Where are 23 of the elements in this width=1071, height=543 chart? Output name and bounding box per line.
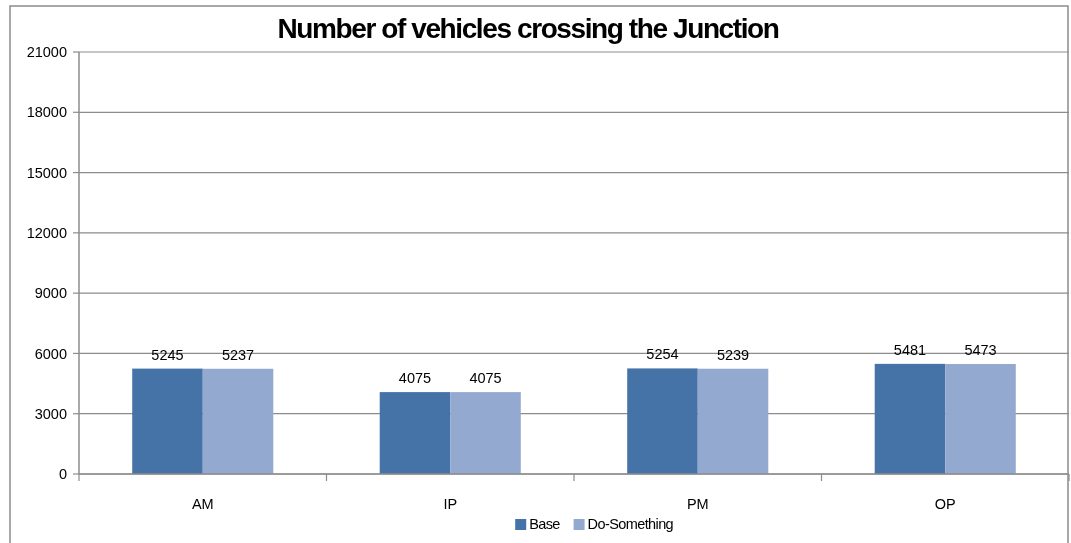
x-tick-label: PM [686,496,709,513]
legend-label: Base [529,516,561,533]
x-tick-label: OP [934,496,956,513]
x-tick-label: IP [443,496,458,513]
x-tick-label: AM [191,496,214,513]
data-label: 5237 [221,346,255,363]
legend-label: Do-Something [587,516,674,533]
y-tick-label: 21000 [26,44,67,61]
y-tick-label: 6000 [34,345,67,362]
y-tick-label: 0 [58,466,67,483]
y-tick-label: 9000 [34,285,67,302]
y-tick-label: 15000 [26,164,67,181]
data-label: 5481 [893,341,927,358]
data-label: 5245 [151,346,184,363]
data-label: 4075 [469,370,502,387]
data-label: 5473 [964,342,997,359]
data-label: 4075 [398,370,432,387]
y-tick-label: 18000 [26,104,67,121]
data-label: 5239 [716,346,750,363]
data-label: 5254 [646,346,679,363]
y-tick-label: 12000 [26,224,67,241]
y-tick-label: 3000 [34,405,67,422]
chart-title: Number of vehicles crossing the Junction [277,13,779,44]
